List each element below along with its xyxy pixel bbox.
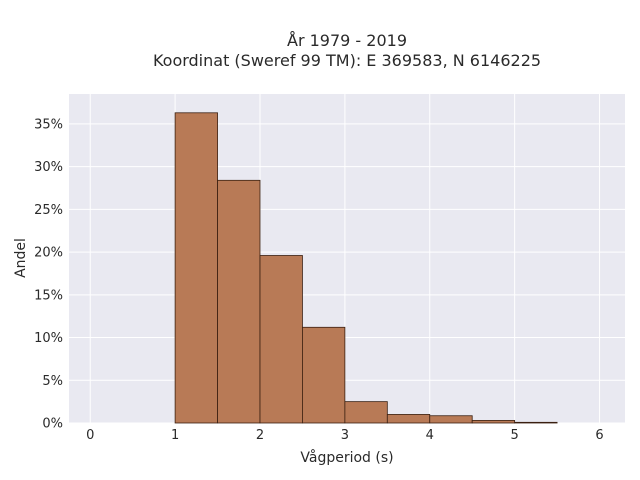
histogram-bar — [344, 401, 388, 424]
histogram-bar — [217, 179, 261, 424]
y-tick-label: 10% — [34, 331, 63, 346]
x-tick-label: 0 — [86, 428, 94, 443]
chart-title-line-1: År 1979 - 2019 — [287, 31, 407, 50]
y-tick-label: 25% — [34, 203, 63, 218]
y-tick-label: 20% — [34, 246, 63, 261]
x-tick-label: 4 — [426, 428, 434, 443]
y-tick-label: 15% — [34, 288, 63, 303]
y-tick-label: 35% — [34, 117, 63, 132]
y-axis-label: Andel — [13, 238, 29, 278]
x-tick-label: 1 — [171, 428, 179, 443]
histogram-bar — [471, 420, 516, 424]
histogram-bar — [174, 112, 218, 424]
chart-title-line-2: Koordinat (Sweref 99 TM): E 369583, N 61… — [153, 51, 541, 70]
x-axis-label: Vågperiod (s) — [300, 449, 393, 466]
y-tick-labels: 0% 5% 10% 15% 20% 25% 30% 35% — [34, 117, 63, 431]
bars — [174, 112, 558, 424]
y-tick-label: 30% — [34, 160, 63, 175]
x-tick-label: 6 — [595, 428, 603, 443]
plot-area — [69, 94, 625, 423]
histogram-bar — [302, 326, 346, 424]
y-tick-label: 0% — [42, 417, 63, 432]
histogram-bar — [514, 421, 558, 424]
x-tick-label: 3 — [341, 428, 349, 443]
x-tick-labels: 0 1 2 3 4 5 6 — [86, 428, 604, 443]
x-tick-label: 5 — [511, 428, 519, 443]
grid-lines — [69, 94, 625, 424]
x-tick-label: 2 — [256, 428, 264, 443]
histogram-bar — [429, 415, 473, 424]
y-tick-label: 5% — [42, 374, 63, 389]
histogram-bar — [259, 255, 303, 424]
histogram-bar — [386, 414, 431, 424]
